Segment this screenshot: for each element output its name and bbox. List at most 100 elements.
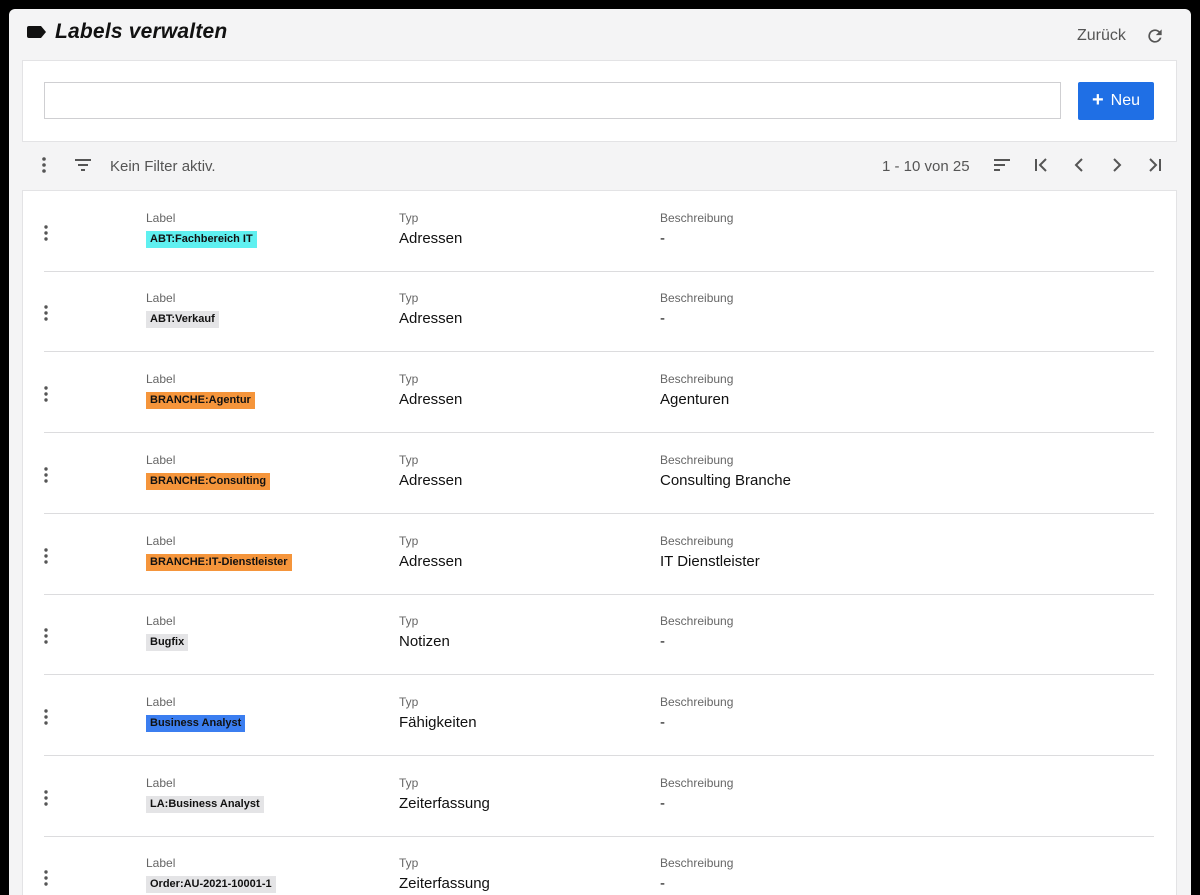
label-cell: Label BRANCHE:IT-Dienstleister: [146, 534, 292, 571]
row-divider: [44, 674, 1154, 675]
description-cell: Beschreibung -: [660, 776, 733, 812]
row-divider: [44, 351, 1154, 352]
row-divider: [44, 271, 1154, 272]
new-button[interactable]: + Neu: [1078, 82, 1154, 120]
typ-value: Notizen: [399, 633, 450, 650]
chevron-right-icon[interactable]: [1107, 155, 1127, 175]
typ-cell: Typ Adressen: [399, 534, 462, 570]
typ-cell: Typ Adressen: [399, 453, 462, 489]
page-header: Labels verwalten Zurück: [9, 9, 1191, 59]
refresh-icon[interactable]: [1145, 26, 1165, 46]
label-badge: BRANCHE:Agentur: [146, 392, 255, 409]
more-vert-icon[interactable]: [39, 304, 53, 322]
filter-icon[interactable]: [73, 155, 93, 175]
typ-value: Adressen: [399, 553, 463, 570]
typ-value: Zeiterfassung: [399, 875, 490, 892]
table-row[interactable]: Label ABT:Verkauf Typ Adressen Beschreibung -: [23, 271, 1176, 352]
label-cell: Label Bugfix: [146, 614, 189, 651]
typ-value: Zeiterfassung: [399, 795, 490, 812]
row-divider: [44, 432, 1154, 433]
first-page-icon[interactable]: [1031, 155, 1051, 175]
tag-icon: [27, 26, 46, 38]
typ-column-title: Typ: [399, 534, 419, 548]
description-value: Consulting Branche: [660, 472, 791, 489]
label-column-title: Label: [146, 291, 176, 305]
description-cell: Beschreibung -: [660, 695, 733, 731]
label-column-title: Label: [146, 856, 176, 870]
more-vert-icon[interactable]: [39, 869, 53, 887]
more-vert-icon[interactable]: [34, 155, 54, 175]
pagination-range: 1 - 10 von 25: [882, 158, 970, 175]
description-cell: Beschreibung -: [660, 291, 733, 327]
label-badge: Bugfix: [146, 634, 189, 651]
label-badge: Business Analyst: [146, 715, 246, 732]
row-divider: [44, 836, 1154, 837]
typ-column-title: Typ: [399, 453, 419, 467]
page-title: Labels verwalten: [55, 20, 228, 43]
description-column-title: Beschreibung: [660, 372, 734, 386]
description-value: Agenturen: [660, 391, 730, 408]
search-input[interactable]: [44, 82, 1061, 119]
description-cell: Beschreibung Agenturen: [660, 372, 733, 408]
label-cell: Label LA:Business Analyst: [146, 776, 264, 813]
more-vert-icon[interactable]: [39, 708, 53, 726]
table-row[interactable]: Label Bugfix Typ Notizen Beschreibung -: [23, 594, 1176, 675]
table-row[interactable]: Label ABT:Fachbereich IT Typ Adressen Beschr…: [23, 191, 1176, 272]
search-panel: + Neu: [22, 60, 1177, 142]
description-cell: Beschreibung -: [660, 614, 733, 650]
table-row[interactable]: Label Order:AU-2021-10001-1 Typ Zeiterfassu…: [23, 836, 1176, 895]
description-value: -: [660, 230, 665, 247]
label-column-title: Label: [146, 453, 176, 467]
last-page-icon[interactable]: [1145, 155, 1165, 175]
table-row[interactable]: Label BRANCHE:Agentur Typ Adressen Beschreib…: [23, 352, 1176, 433]
label-cell: Label ABT:Verkauf: [146, 291, 219, 328]
description-column-title: Beschreibung: [660, 776, 734, 790]
label-badge: BRANCHE:IT-Dienstleister: [146, 554, 292, 571]
table-row[interactable]: Label BRANCHE:IT-Dienstleister Typ Adressen…: [23, 514, 1176, 595]
description-value: -: [660, 633, 665, 650]
table-row[interactable]: Label BRANCHE:Consulting Typ Adressen Beschr…: [23, 433, 1176, 514]
more-vert-icon[interactable]: [39, 466, 53, 484]
more-vert-icon[interactable]: [39, 627, 53, 645]
description-column-title: Beschreibung: [660, 614, 734, 628]
label-badge: LA:Business Analyst: [146, 796, 264, 813]
description-cell: Beschreibung Consulting Branche: [660, 453, 791, 489]
plus-icon: +: [1091, 89, 1104, 111]
label-cell: Label Business Analyst: [146, 695, 246, 732]
sort-icon[interactable]: [992, 155, 1012, 175]
typ-cell: Typ Zeiterfassung: [399, 856, 490, 892]
label-column-title: Label: [146, 372, 176, 386]
label-badge: BRANCHE:Consulting: [146, 473, 271, 490]
label-badge: ABT:Verkauf: [146, 311, 219, 328]
typ-value: Adressen: [399, 310, 463, 327]
typ-value: Adressen: [399, 230, 463, 247]
label-list: Label ABT:Fachbereich IT Typ Adressen Beschr…: [22, 190, 1177, 895]
table-row[interactable]: Label Business Analyst Typ Fähigkeiten Besch…: [23, 675, 1176, 756]
typ-column-title: Typ: [399, 695, 419, 709]
row-divider: [44, 594, 1154, 595]
row-divider: [44, 513, 1154, 514]
typ-value: Adressen: [399, 472, 463, 489]
label-cell: Label ABT:Fachbereich IT: [146, 211, 257, 248]
description-column-title: Beschreibung: [660, 695, 734, 709]
typ-cell: Typ Adressen: [399, 291, 462, 327]
more-vert-icon[interactable]: [39, 385, 53, 403]
description-column-title: Beschreibung: [660, 856, 734, 870]
description-column-title: Beschreibung: [660, 291, 734, 305]
typ-value: Adressen: [399, 391, 463, 408]
filter-status: Kein Filter aktiv.: [110, 158, 216, 175]
typ-column-title: Typ: [399, 856, 419, 870]
more-vert-icon[interactable]: [39, 547, 53, 565]
description-column-title: Beschreibung: [660, 453, 734, 467]
description-cell: Beschreibung IT Dienstleister: [660, 534, 760, 570]
chevron-left-icon[interactable]: [1069, 155, 1089, 175]
back-link[interactable]: Zurück: [1077, 27, 1126, 44]
more-vert-icon[interactable]: [39, 224, 53, 242]
typ-cell: Typ Fähigkeiten: [399, 695, 477, 731]
description-value: -: [660, 875, 665, 892]
label-cell: Label BRANCHE:Agentur: [146, 372, 255, 409]
typ-column-title: Typ: [399, 614, 419, 628]
more-vert-icon[interactable]: [39, 789, 53, 807]
typ-cell: Typ Zeiterfassung: [399, 776, 490, 812]
table-row[interactable]: Label LA:Business Analyst Typ Zeiterfassung…: [23, 756, 1176, 837]
